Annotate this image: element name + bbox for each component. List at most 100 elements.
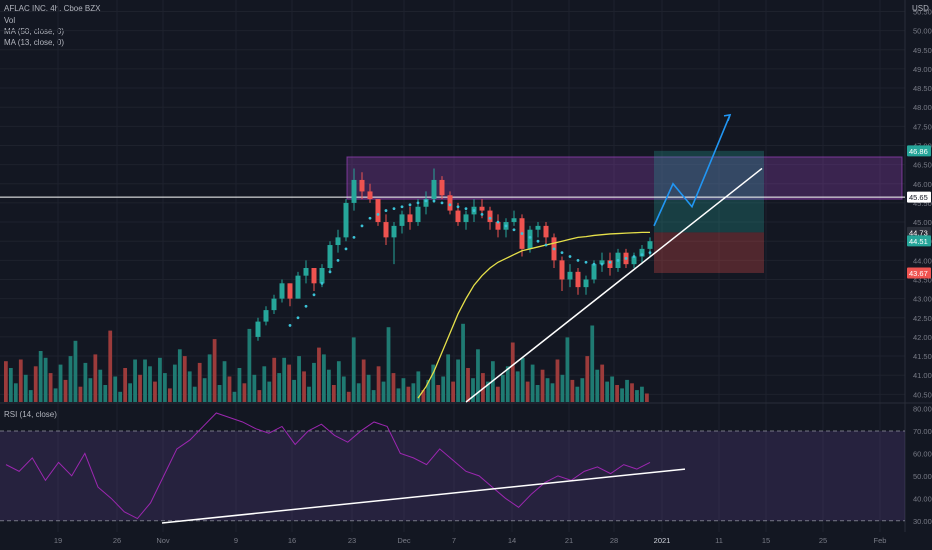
volume-bar: [282, 357, 287, 402]
volume-bar: [471, 378, 475, 402]
volume-bar: [371, 390, 376, 402]
volume-bar: [595, 369, 600, 402]
price-badge-label: 43.67: [909, 269, 928, 278]
candle-body: [367, 191, 373, 200]
x-tick-label: 15: [762, 536, 770, 545]
y-tick-label: 46.50: [913, 161, 932, 170]
candle-body: [487, 210, 493, 223]
ma13-dot: [560, 251, 564, 255]
volume-bar: [550, 383, 555, 402]
volume-bar: [346, 391, 351, 402]
volume-bar: [257, 390, 262, 402]
volume-bar: [510, 342, 515, 402]
volume-bar: [645, 393, 649, 402]
volume-bar: [635, 390, 639, 402]
candle-body: [439, 179, 445, 196]
projection-path: [653, 114, 731, 227]
ma13-dot: [520, 232, 524, 235]
ma13-dot: [592, 262, 596, 266]
volume-bar: [575, 386, 580, 402]
candle-body: [399, 214, 405, 226]
candle-body: [287, 283, 293, 299]
rsi-tick-label: 70.00: [913, 427, 932, 436]
candle-body: [271, 298, 277, 311]
candle-body: [423, 199, 429, 207]
volume-bar: [456, 359, 460, 402]
ma13-dot: [496, 220, 500, 224]
x-tick-label: 26: [113, 536, 121, 545]
volume-bar: [590, 325, 595, 402]
volume-legend[interactable]: Vol: [4, 16, 16, 25]
ma13-dot: [480, 213, 484, 216]
ma13-dot: [408, 203, 412, 207]
candle-body: [295, 275, 301, 299]
volume-bar: [83, 362, 88, 402]
volume-bar: [520, 357, 525, 402]
volume-bar: [267, 381, 272, 402]
volume-bar: [630, 383, 634, 402]
volume-bar: [222, 361, 227, 402]
x-tick-label: 19: [54, 536, 62, 545]
volume-bar: [366, 374, 371, 402]
ma13-dot: [464, 207, 468, 211]
y-tick-label: 41.50: [913, 352, 932, 361]
candle-body: [567, 271, 573, 280]
ma13-dot: [576, 258, 580, 262]
candle-body: [647, 241, 653, 249]
volume-bar: [401, 378, 406, 402]
candle-body: [479, 206, 485, 211]
volume-bar: [177, 349, 182, 402]
volume-bar: [58, 364, 63, 402]
volume-bar: [287, 364, 292, 402]
volume-bar: [381, 381, 386, 402]
ma13-legend[interactable]: MA (13, close, 0): [4, 38, 65, 47]
volume-bar: [73, 340, 78, 402]
volume-bar: [23, 374, 28, 402]
volume-bar: [486, 381, 490, 402]
ma50-legend[interactable]: MA (50, close, 0): [4, 27, 65, 36]
volume-bar: [232, 391, 237, 402]
ma13-dot: [392, 207, 396, 211]
price-badge-label: 45.65: [909, 193, 928, 202]
volume-bar: [481, 373, 485, 402]
volume-bar: [535, 385, 540, 402]
volume-bar: [242, 383, 247, 402]
ma13-dot: [528, 235, 532, 239]
ma13-dot: [648, 251, 652, 255]
volume-bar: [317, 347, 321, 402]
candle-body: [391, 225, 397, 238]
ma13-dot: [488, 216, 492, 220]
ma13-dot: [616, 258, 620, 262]
ma13-dot: [360, 224, 364, 228]
volume-bar: [8, 368, 13, 402]
price-badge: [907, 191, 931, 203]
currency-label: USD: [912, 4, 929, 13]
y-tick-label: 41.00: [913, 371, 932, 380]
ma13-dot: [416, 201, 420, 205]
x-tick-label: Dec: [397, 536, 411, 545]
price-badge-label: 46.86: [909, 147, 928, 156]
volume-bar: [396, 388, 401, 402]
volume-bar: [620, 388, 624, 402]
volume-bar: [133, 359, 137, 402]
y-tick-label: 43.50: [913, 275, 932, 284]
volume-bar: [292, 379, 296, 402]
y-tick-label: 40.50: [913, 390, 932, 399]
candle-body: [359, 179, 365, 192]
y-tick-label: 45.50: [913, 199, 932, 208]
rsi-legend[interactable]: RSI (14, close): [4, 410, 57, 419]
volume-bar: [451, 381, 455, 402]
volume-bar: [48, 373, 53, 402]
volume-bar: [555, 359, 560, 402]
candle-body: [583, 279, 589, 288]
volume-bar: [4, 361, 8, 402]
x-tick-label: 25: [819, 536, 827, 545]
volume-bar: [610, 376, 615, 402]
y-tick-label: 42.50: [913, 314, 932, 323]
y-tick-label: 48.00: [913, 103, 932, 112]
rsi-band: [0, 430, 905, 521]
volume-bar: [148, 366, 152, 402]
volume-bar: [18, 359, 23, 402]
price-badge: [907, 145, 931, 157]
